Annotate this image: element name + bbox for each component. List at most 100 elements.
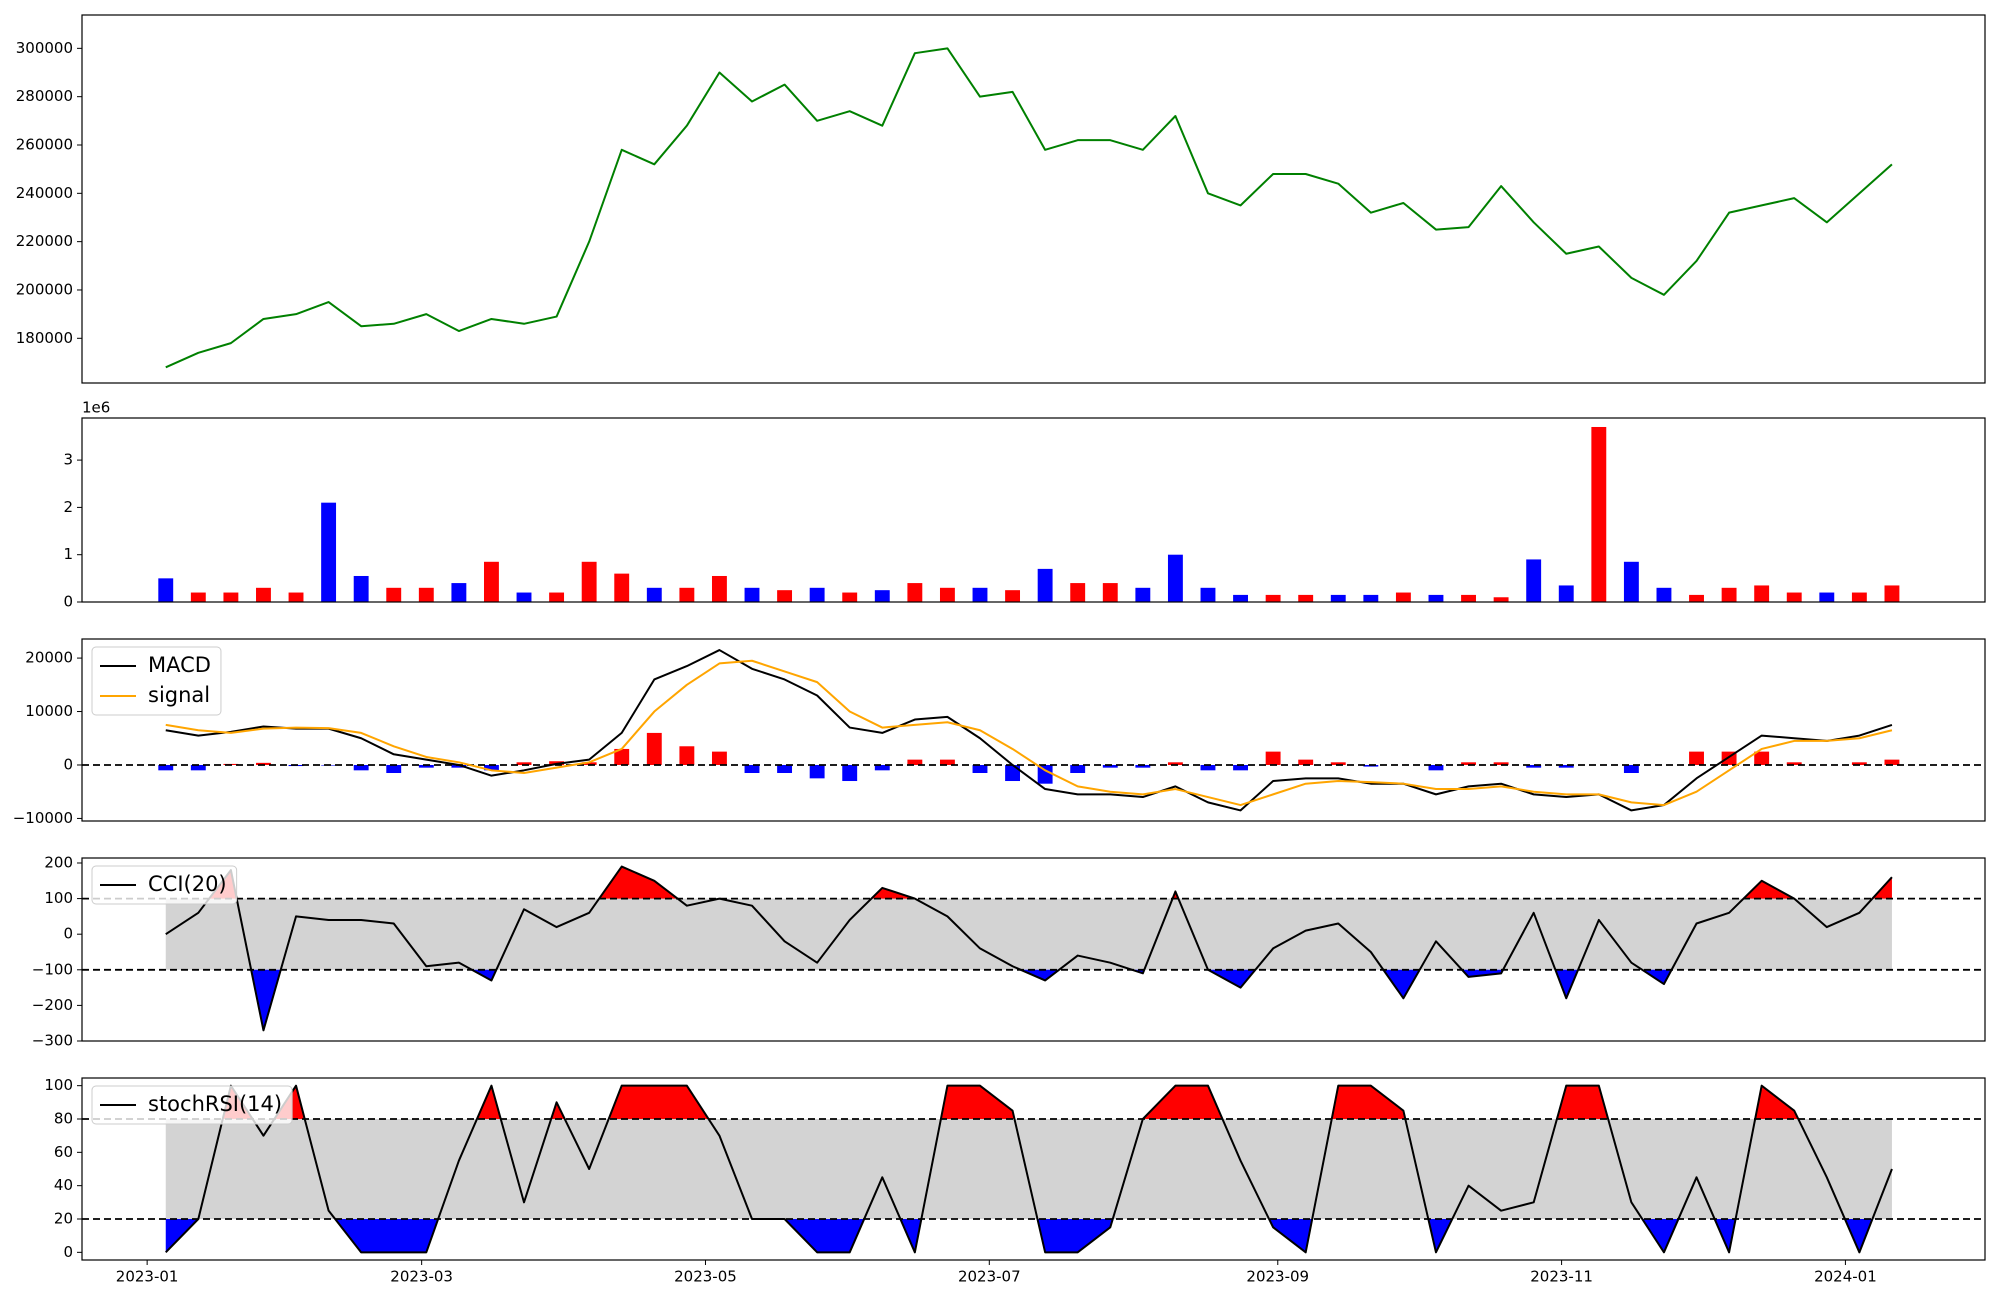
x-tick-label: 2023-07 (958, 1268, 1021, 1286)
histogram-bar (1526, 764, 1542, 768)
histogram-bar (1428, 764, 1444, 771)
legend-label: signal (148, 683, 210, 707)
bar (549, 592, 565, 602)
histogram-bar (1493, 762, 1509, 765)
histogram-bar (158, 764, 174, 771)
histogram-bar (1005, 764, 1021, 782)
band-fill (165, 1119, 1892, 1219)
series-line (165, 1084, 1893, 1254)
histogram-bar (842, 764, 858, 782)
bar (1070, 583, 1086, 602)
above-fill (165, 1085, 1892, 1119)
y-tick-label: 280000 (16, 87, 73, 105)
histogram-bar (777, 764, 793, 774)
histogram-bar (1200, 764, 1216, 771)
bar (190, 592, 206, 602)
histogram-bar (1135, 764, 1151, 768)
histogram-bar (874, 764, 890, 771)
y-tick-label: 300000 (16, 39, 73, 57)
y-tick-label: 100 (44, 1076, 73, 1094)
y-tick-label: 3 (63, 451, 73, 469)
plot-frame (81, 1077, 1986, 1261)
y-tick-label: 100 (44, 889, 73, 907)
bar (353, 575, 369, 602)
y-tick-label: 260000 (16, 135, 73, 153)
bar (809, 587, 825, 602)
y-tick-label: 220000 (16, 232, 73, 250)
series-line (165, 865, 1893, 1032)
y-tick-label: −10000 (13, 809, 73, 827)
histogram-bar (484, 764, 499, 771)
y-tick-label: 180000 (16, 329, 73, 347)
bar (1428, 594, 1444, 602)
y-tick-label: 0 (63, 925, 73, 943)
y-tick-label: 20 (54, 1210, 73, 1228)
series-line (165, 659, 1893, 807)
histogram-bar (907, 759, 923, 765)
histogram-bar (1102, 764, 1118, 768)
x-tick-label: 2023-01 (116, 1268, 179, 1286)
bar (321, 502, 337, 602)
bar (1005, 590, 1021, 602)
panel: 0 20 40 60 80 100 2023-01 2023-03 2023-05 2023-07… (44, 1076, 1986, 1286)
x-tick-label: 2023-03 (390, 1268, 453, 1286)
histogram-bar (711, 751, 727, 765)
bar (223, 592, 239, 602)
y-tick-label: 200000 (16, 280, 73, 298)
histogram-bar (1298, 759, 1314, 765)
bar (614, 573, 630, 602)
y-tick-label: 80 (54, 1110, 73, 1128)
bar (288, 592, 304, 602)
bar (158, 578, 174, 602)
bar (842, 592, 858, 602)
y-tick-label: 0 (63, 755, 73, 773)
bar (1721, 587, 1737, 602)
histogram-bar (386, 764, 402, 774)
bar (679, 587, 695, 602)
bar (1167, 554, 1183, 602)
bar (874, 590, 890, 602)
bar (1819, 592, 1835, 602)
histogram-bar (744, 764, 760, 774)
y-tick-label: 200 (44, 853, 73, 871)
bar (386, 587, 402, 602)
x-tick-label: 2023-05 (674, 1268, 737, 1286)
histogram-bar (809, 764, 825, 779)
y-tick-label: 0 (63, 593, 73, 611)
y-tick-label: −200 (32, 996, 73, 1014)
bar (418, 587, 434, 602)
legend-box (91, 646, 222, 716)
bar (1037, 568, 1053, 602)
histogram-bar (190, 764, 206, 771)
histogram-bar (1330, 762, 1346, 765)
below-fill (165, 1219, 1892, 1253)
histogram-bar (256, 762, 271, 765)
histogram-bar (451, 764, 467, 768)
bar (1135, 587, 1151, 602)
series-line (165, 47, 1893, 369)
y-tick-label: 0 (63, 1243, 73, 1261)
histogram-bar (939, 759, 955, 765)
bar (1395, 592, 1411, 602)
histogram-bar (1265, 751, 1281, 765)
bar (1851, 592, 1867, 602)
histogram-bar (1037, 764, 1053, 784)
x-tick-label: 2024-01 (1814, 1268, 1877, 1286)
bar (1558, 585, 1574, 602)
y-tick-label: −100 (32, 960, 73, 978)
x-tick-label: 2023-11 (1530, 1268, 1593, 1286)
bar (484, 561, 499, 602)
bar (516, 592, 532, 602)
histogram-bar (353, 764, 369, 771)
bar (711, 575, 727, 602)
plot-frame (81, 638, 1986, 822)
bar (1461, 594, 1476, 602)
bar (1689, 594, 1704, 602)
x-tick-label: 2023-09 (1246, 1268, 1309, 1286)
panel: 180000 200000 220000 240000 260000 280000 3000… (16, 14, 1986, 384)
panel: −10000 0 10000 20000 MACD signal (13, 638, 1986, 827)
histogram-bar (1786, 762, 1802, 765)
band-fill (165, 898, 1892, 970)
histogram-bar (418, 764, 434, 768)
